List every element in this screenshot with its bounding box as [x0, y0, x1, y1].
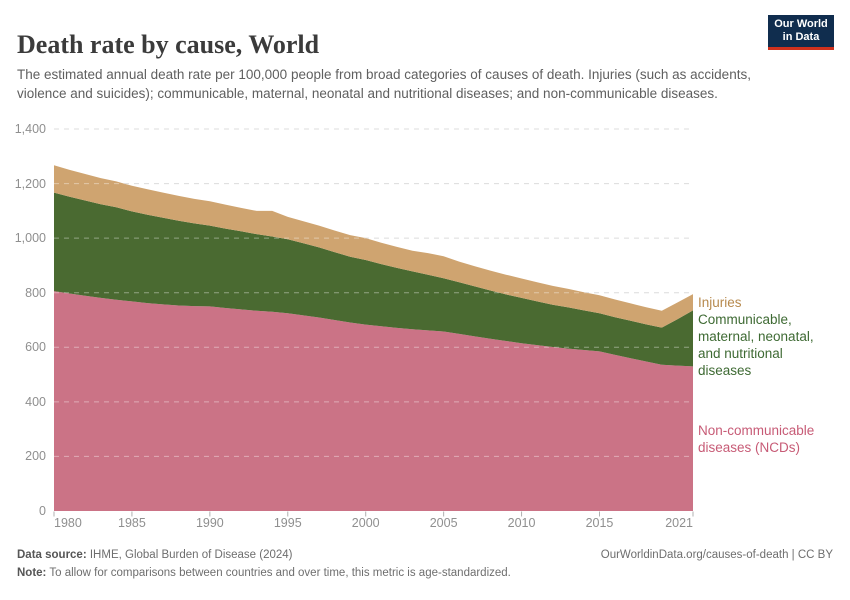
x-axis-label: 2010	[507, 516, 536, 530]
y-axis-label: 1,000	[14, 231, 46, 246]
x-axis-label: 1990	[195, 516, 224, 530]
x-axis-label: 2000	[351, 516, 380, 530]
chart-subtitle: The estimated annual death rate per 100,…	[17, 66, 751, 101]
y-axis-label: 800	[25, 285, 46, 300]
owid-logo-line1: Our World	[774, 18, 828, 30]
owid-logo: Our World in Data	[768, 15, 834, 50]
area-cmnn	[54, 192, 693, 367]
gridlines	[54, 128, 693, 457]
footer-source-label: Data source:	[17, 549, 87, 561]
gridlines-overlay	[54, 183, 693, 457]
x-axis-label: 1980	[54, 516, 82, 530]
owid-logo-line2: in Data	[782, 31, 820, 43]
y-axis-label: 600	[25, 340, 46, 355]
footer-note-label: Note:	[17, 567, 47, 579]
x-axis-label: 1995	[273, 516, 302, 530]
x-axis-label: 2005	[429, 516, 458, 530]
y-axis-label: 1,400	[14, 122, 46, 136]
y-axis-label: 400	[25, 394, 46, 409]
y-axis-label: 0	[39, 504, 46, 518]
series-label-injuries: Injuries	[698, 295, 742, 311]
area-ncd	[54, 291, 693, 511]
footer-note-text: To allow for comparisons between countri…	[46, 567, 511, 579]
footer-source-text: IHME, Global Burden of Disease (2024)	[86, 549, 293, 561]
footer-attribution: OurWorldinData.org/causes-of-death | CC …	[600, 549, 833, 561]
y-axis-label: 1,200	[14, 176, 46, 191]
area-injuries	[54, 165, 693, 328]
series-label-ncd: Non-communicable diseases (NCDs)	[698, 422, 815, 455]
x-axis-label: 1985	[118, 516, 146, 530]
series-label-cmnn: Communicable, maternal, neonatal, and nu…	[698, 312, 814, 379]
y-axis-label: 200	[25, 449, 46, 464]
footer-source: Data source: IHME, Global Burden of Dise…	[17, 549, 293, 561]
x-axis-label: 2015	[585, 516, 614, 530]
chart-title: Death rate by cause, World	[17, 30, 320, 60]
x-axis-label: 2021	[665, 516, 693, 530]
footer-note: Note: To allow for comparisons between c…	[17, 567, 511, 579]
